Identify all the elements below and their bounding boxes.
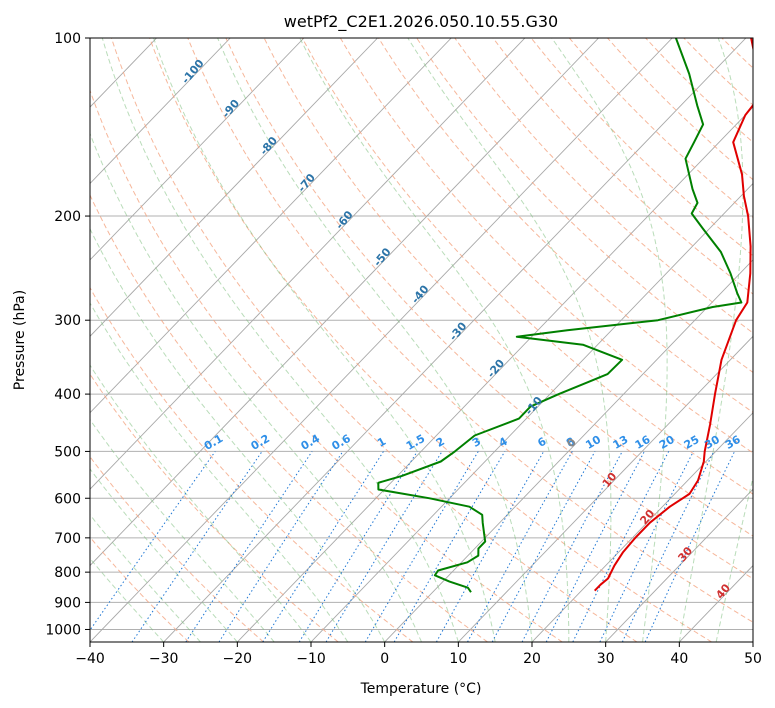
chart-title: wetPf2_C2E1.2026.050.10.55.G30: [284, 12, 558, 32]
mixing-ratio-line: [572, 451, 670, 642]
moist-adiabat-line: [90, 364, 312, 642]
isotherm-line: [90, 38, 378, 337]
dry-adiabat-line: [90, 286, 414, 642]
isotherm-line: [90, 38, 452, 414]
y-tick-label: 700: [54, 531, 81, 547]
dry-adiabat-line: [149, 38, 712, 642]
y-axis-label: Pressure (hPa): [12, 290, 28, 390]
moist-adiabat-line: [101, 38, 459, 642]
isotherm-lines: [90, 38, 753, 642]
isotherm-line: [90, 38, 599, 567]
mixing-ratio-line: [467, 451, 573, 642]
dry-adiabat-line: [187, 38, 753, 623]
x-tick-label: 50: [744, 651, 762, 667]
dry-adiabat-lines: [90, 38, 753, 642]
x-tick-label: −40: [75, 651, 105, 667]
isotherm-line: [458, 335, 753, 642]
mixing-ratio-line: [298, 451, 418, 642]
isotherm-line: [90, 38, 526, 490]
dry-adiabat-line: [110, 38, 638, 642]
mixing-ratio-line: [262, 451, 384, 642]
isotherm-line: [237, 106, 753, 642]
isotherm-line: [163, 38, 747, 642]
dry-adiabat-line: [263, 38, 753, 537]
dry-adiabat-line: [225, 38, 753, 580]
dry-adiabat-line: [90, 193, 488, 642]
x-axis-label: Temperature (°C): [360, 681, 482, 697]
isotherm-line: [605, 488, 753, 642]
isotherm-line: [90, 38, 673, 642]
moist-adiabat-line: [90, 302, 349, 642]
x-axis-ticks: −40 −30 −20 −10 0 10 20 30 40 50: [75, 642, 762, 667]
moist-adiabat-line: [90, 132, 422, 642]
moist-adiabat-line: [90, 468, 238, 642]
y-tick-label: 300: [54, 313, 81, 329]
moist-adiabat-line: [551, 38, 668, 642]
moist-adiabat-line: [715, 475, 753, 642]
dry-adiabat-line: [416, 38, 753, 374]
plot-area: 0.1 0.2 0.4 0.6 1 1.5 2 3 4 6 8 10 13 16 20 25 30 36-100-…: [90, 38, 753, 642]
mixing-ratio-lines: [90, 451, 736, 642]
moist-adiabat-line: [217, 38, 533, 642]
dry-adiabat-line: [90, 536, 190, 642]
mixing-ratio-line: [325, 451, 443, 642]
dry-adiabat-line: [339, 38, 753, 454]
isotherm-line: [90, 38, 231, 185]
y-tick-label: 100: [54, 31, 81, 47]
mixing-ratio-line: [545, 451, 645, 642]
mixing-ratio-line: [435, 451, 545, 642]
moist-adiabat-line: [90, 557, 165, 642]
moist-adiabat-line: [90, 513, 201, 642]
isotherm-line: [531, 412, 753, 642]
dry-adiabat-line: [90, 89, 563, 642]
dry-adiabat-line: [454, 38, 753, 334]
y-tick-label: 800: [54, 565, 81, 581]
dry-adiabat-line: [90, 373, 339, 642]
moist-adiabat-line: [407, 38, 612, 642]
x-tick-label: −10: [296, 651, 326, 667]
temperature-profile-line: [593, 38, 753, 592]
mixing-ratio-line: [131, 451, 263, 642]
y-tick-label: 600: [54, 491, 81, 507]
moist-adiabat-line: [299, 38, 570, 642]
y-axis-ticks: 100 200 300 400 500 600 700 800 900 1000: [45, 31, 90, 638]
plot-frame: [89, 37, 754, 643]
y-tick-label: 900: [54, 595, 81, 611]
y-tick-label: 1000: [45, 622, 81, 638]
mixing-ratio-line: [491, 451, 596, 642]
x-tick-label: −30: [149, 651, 179, 667]
x-tick-label: 10: [449, 651, 467, 667]
mixing-ratio-line: [218, 451, 344, 642]
y-tick-label: 500: [54, 444, 81, 460]
x-tick-label: 0: [380, 651, 389, 667]
mixing-ratio-line: [185, 451, 313, 642]
mixing-ratio-line: [90, 451, 216, 632]
moist-adiabat-line: [90, 418, 275, 642]
moist-adiabat-line: [90, 227, 386, 642]
y-tick-label: 400: [54, 387, 81, 403]
x-tick-label: 40: [670, 651, 688, 667]
sounding-profiles: [377, 38, 753, 593]
isotherm-line: [90, 38, 305, 261]
moist-adiabat-lines: [90, 38, 753, 642]
dewpoint-profile-line: [377, 38, 743, 593]
x-tick-label: 30: [597, 651, 615, 667]
isotherm-line: [384, 259, 753, 642]
y-tick-label: 200: [54, 209, 81, 225]
x-tick-label: 20: [523, 651, 541, 667]
moist-adiabat-line: [153, 38, 496, 642]
moist-adiabat-line: [678, 38, 744, 642]
x-tick-label: −20: [223, 651, 253, 667]
